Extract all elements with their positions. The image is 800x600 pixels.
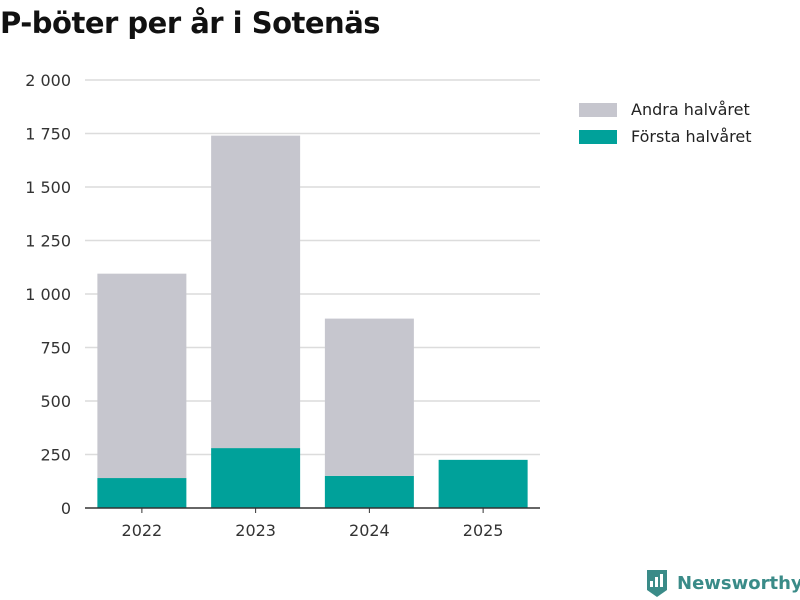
legend: Andra halvåret Första halvåret xyxy=(579,96,752,150)
newsworthy-logo-icon xyxy=(647,570,667,597)
bar-2024-första-halvåret xyxy=(324,475,414,508)
y-tick-label: 0 xyxy=(61,499,71,518)
legend-label: Första halvåret xyxy=(631,127,752,146)
y-tick-label: 1 750 xyxy=(25,125,71,144)
chart-title: P-böter per år i Sotenäs xyxy=(0,6,381,40)
y-tick-label: 2 000 xyxy=(25,71,71,90)
bar-2024-andra-halvåret xyxy=(324,318,414,476)
bar-2022-första-halvåret xyxy=(97,478,187,508)
y-tick-label: 250 xyxy=(40,446,71,465)
y-tick-label: 1 000 xyxy=(25,285,71,304)
bar-2022-andra-halvåret xyxy=(97,273,187,479)
legend-swatch xyxy=(579,102,617,117)
bar-2025-första-halvåret xyxy=(438,459,528,508)
legend-item: Andra halvåret xyxy=(579,96,752,123)
legend-label: Andra halvåret xyxy=(631,100,750,119)
y-tick-label: 750 xyxy=(40,339,71,358)
x-tick-label: 2023 xyxy=(235,521,276,540)
brand-name: Newsworthy xyxy=(677,572,800,594)
y-tick-label: 1 250 xyxy=(25,232,71,251)
legend-swatch xyxy=(579,129,617,144)
x-tick-label: 2025 xyxy=(463,521,504,540)
y-tick-label: 1 500 xyxy=(25,178,71,197)
legend-item: Första halvåret xyxy=(579,123,752,150)
bar-2023-andra-halvåret xyxy=(211,135,301,449)
brand-logo: Newsworthy xyxy=(645,568,800,598)
x-tick-label: 2022 xyxy=(122,521,163,540)
x-tick-label: 2024 xyxy=(349,521,390,540)
y-tick-label: 500 xyxy=(40,392,71,411)
bar-2023-första-halvåret xyxy=(211,448,301,508)
